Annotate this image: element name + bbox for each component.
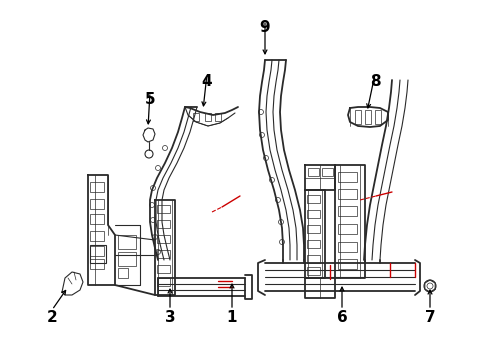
Text: 4: 4 — [201, 75, 212, 90]
Text: 1: 1 — [226, 310, 237, 325]
Bar — [90, 214, 104, 224]
Bar — [337, 172, 356, 182]
Bar — [337, 224, 356, 234]
Text: 6: 6 — [336, 310, 346, 325]
Bar — [90, 246, 104, 256]
Text: 8: 8 — [369, 75, 380, 90]
Bar — [157, 205, 170, 213]
Bar — [337, 189, 356, 199]
Bar — [118, 252, 136, 266]
Bar — [374, 110, 380, 124]
Bar — [337, 259, 356, 269]
Text: 5: 5 — [144, 93, 155, 108]
Bar — [204, 113, 210, 121]
Bar — [90, 182, 104, 192]
Bar — [118, 235, 136, 249]
Bar — [157, 278, 170, 286]
Bar — [193, 113, 199, 121]
Bar — [157, 265, 170, 273]
Bar — [307, 168, 318, 176]
Bar — [90, 231, 104, 241]
Bar — [306, 267, 319, 275]
Bar — [337, 206, 356, 216]
Bar — [90, 245, 106, 263]
Bar — [157, 250, 170, 258]
Bar — [364, 110, 370, 124]
Bar — [306, 210, 319, 218]
Bar — [157, 220, 170, 228]
Bar — [118, 268, 128, 278]
Text: 9: 9 — [259, 21, 270, 36]
Bar — [306, 240, 319, 248]
Bar — [215, 113, 221, 121]
Bar — [337, 242, 356, 252]
Text: 7: 7 — [424, 310, 434, 325]
Bar — [90, 199, 104, 209]
Bar — [321, 168, 332, 176]
Bar — [90, 259, 104, 269]
Bar — [306, 255, 319, 263]
Bar — [354, 110, 360, 124]
Text: 2: 2 — [46, 310, 57, 325]
Text: 3: 3 — [164, 310, 175, 325]
Bar — [157, 235, 170, 243]
Bar — [306, 195, 319, 203]
Bar — [306, 225, 319, 233]
